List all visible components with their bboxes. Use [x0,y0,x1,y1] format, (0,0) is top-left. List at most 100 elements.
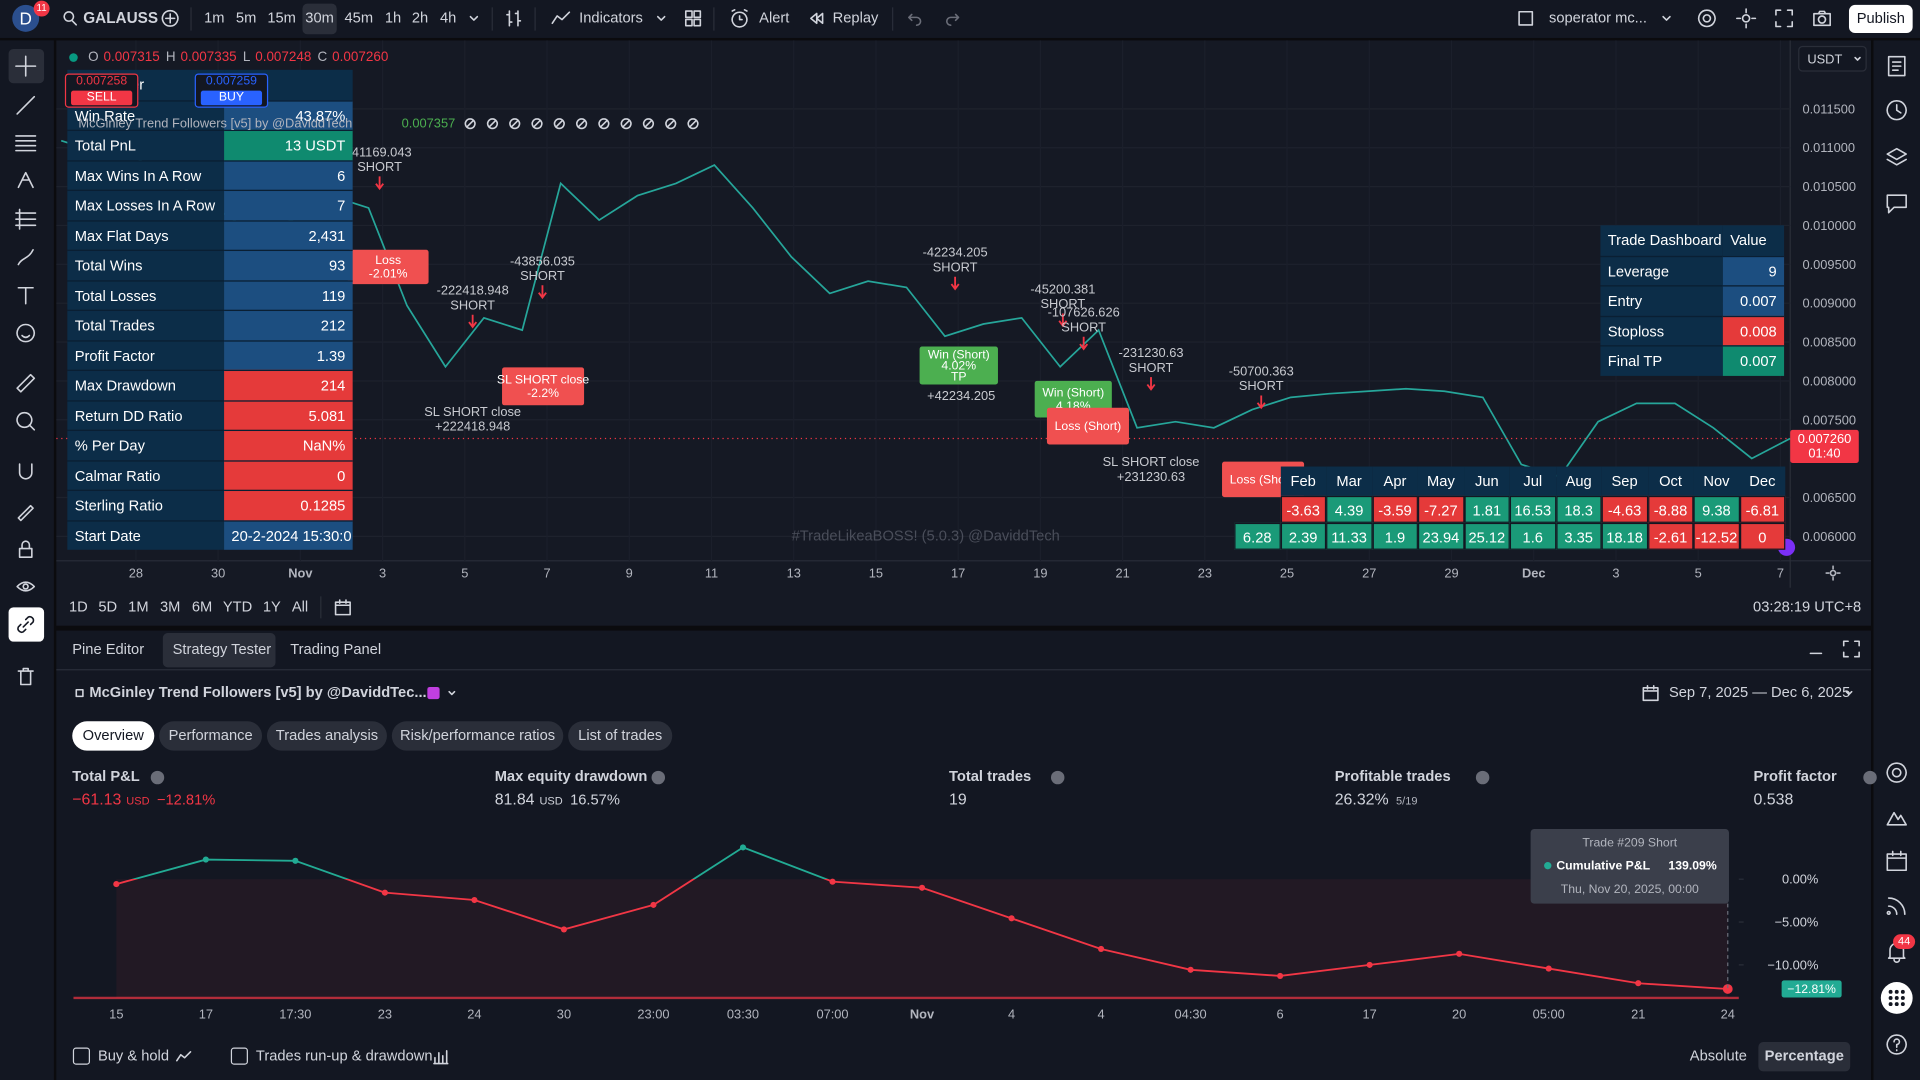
table-value: 119 [224,279,353,310]
ohlc-value: 0.007335 [180,50,237,65]
metric-sub: 5/19 [1396,794,1418,807]
month-return: -12.52 [1693,522,1740,550]
month-header: Dec [1739,466,1786,496]
left-toolbar [0,40,54,1080]
month-return: 1.9 [1372,522,1418,550]
buy-price: 0.007259 [205,74,257,89]
table-value: 43.87% [224,99,353,130]
table-value: 2,431 [224,219,353,250]
metric-sub: −12.81% [156,791,216,809]
top-bar [0,0,1920,38]
table-value: NaN% [224,429,353,460]
month-header: May [1417,466,1464,496]
month-return: 1.6 [1509,522,1556,550]
indicator-value: 0.007357 [401,116,456,132]
month-header: Apr [1372,466,1418,496]
metric-value: 19 [948,789,967,809]
table-label: Max Wins In A Row [67,159,225,190]
table-label: Max Drawdown [67,369,225,400]
table-label: Entry [1600,285,1723,316]
table-value: 0.008 [1722,315,1785,346]
table-label: Max Losses In A Row [67,189,225,220]
metric-value: 81.84 [494,789,535,809]
bottom-panel [56,630,1872,1080]
month-return: -6.81 [1739,495,1786,523]
sell-button[interactable]: 0.007258 SELL [64,73,139,108]
month-header: Mar [1326,466,1373,496]
table-label: Total Trades [67,309,225,340]
table-label: % Per Day [67,429,225,460]
metric-value-row: 26.32% 5/19 [1335,790,1418,808]
table-header: Trade Dashboard [1600,225,1723,256]
month-return: 23.94 [1417,522,1464,550]
table-value: 93 [224,249,353,280]
metric-label: Total trades [948,767,1032,785]
month-header: Feb [1280,466,1327,496]
table-value: 212 [224,309,353,340]
metric-value: −61.13 [72,789,122,809]
month-return: -4.63 [1601,495,1648,523]
metric-value: 26.32% [1334,789,1389,809]
table-label: Total PnL [67,129,225,160]
month-return: -3.63 [1280,495,1327,523]
metric-value-row: −61.13 USD −12.81% [72,790,215,808]
table-value: 0.007 [1722,285,1785,316]
table-value: 0.007 [1722,345,1785,376]
month-return: 9.38 [1693,495,1740,523]
metric-value-row: 0.538 [1753,790,1793,808]
metric-label: Profitable trades [1334,767,1451,785]
month-header: Sep [1601,466,1648,496]
month-return: 3.35 [1555,522,1602,550]
month-header: Nov [1693,466,1740,496]
ohlc-key: C [317,50,328,65]
table-value: 13 USDT [224,129,353,160]
ohlc-value: 0.007248 [255,50,312,65]
month-return: 0 [1739,522,1786,550]
table-label: Profit Factor [67,339,225,370]
table-label: Final TP [1600,345,1723,376]
ohlc-value: 0.007260 [332,50,389,65]
buy-label: BUY [200,90,263,106]
metric-value-row: 81.84 USD 16.57% [495,790,620,808]
month-return: 6.28 [1234,522,1281,550]
table-label: Max Flat Days [67,219,225,250]
indicator-name: McGinley Trend Followers [v5] by @Davidd… [78,116,353,132]
metric-label: Max equity drawdown [494,767,648,785]
table-value: 0 [224,459,353,490]
right-toolbar [1873,40,1920,1080]
table-value: 5.081 [224,399,353,430]
ohlc-legend: O 0.007315 H 0.007335 L 0.007248 C 0.007260 [88,50,389,65]
metric-value: 0.538 [1753,789,1794,809]
table-label: Total Wins [67,249,225,280]
month-return: 18.3 [1555,495,1602,523]
month-return: 16.53 [1509,495,1556,523]
month-return: 18.18 [1601,522,1648,550]
sell-label: SELL [71,90,133,106]
table-label: Total Losses [67,279,225,310]
metric-label: Total P&L [72,767,140,785]
table-header: Value [1722,225,1785,256]
table-value: 7 [224,189,353,220]
month-return: 4.39 [1326,495,1373,523]
month-return: -8.88 [1647,495,1694,523]
table-label: Start Date [67,519,225,550]
month-return: -3.59 [1372,495,1418,523]
table-value: 6 [224,159,353,190]
table-value: 9 [1722,255,1785,286]
month-header: Jul [1509,466,1556,496]
month-return: 25.12 [1463,522,1510,550]
table-label: Return DD Ratio [67,399,225,430]
table-value: 20-2-2024 15:30:0 [224,519,353,550]
month-header: Jun [1463,466,1510,496]
table-label: Stoploss [1600,315,1723,346]
table-value: 214 [224,369,353,400]
buy-button[interactable]: 0.007259 BUY [194,73,269,108]
metric-unit: USD [126,794,150,807]
month-return: -7.27 [1417,495,1464,523]
sell-price: 0.007258 [76,74,128,89]
metric-sub: 16.57% [570,791,620,809]
month-header: Oct [1647,466,1694,496]
metric-unit: USD [539,794,563,807]
